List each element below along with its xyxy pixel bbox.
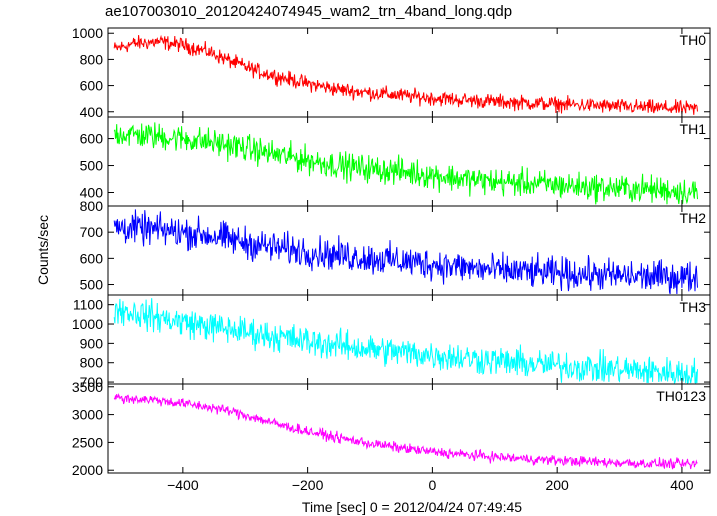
x-tick-label: 400 (670, 477, 694, 493)
y-tick-label: 3000 (72, 407, 103, 423)
x-axis-ticks: −400 −200 0 200 400 (167, 477, 694, 493)
y-axis-label: Counts/sec (35, 215, 51, 285)
series-line-th0 (113, 34, 698, 115)
y-tick-label: 500 (80, 158, 104, 174)
chart-title: ae107003010_20120424074945_wam2_trn_4ban… (105, 3, 512, 20)
series-line-th3 (113, 298, 698, 385)
panels-group: 400 600 800 1000 TH0 400 500 600 TH1 500 600 700 800… (72, 25, 711, 478)
panel-th0123: 2000 2500 3000 3500 TH0123 (72, 379, 711, 478)
y-tick-label: 800 (80, 355, 104, 371)
y-tick-label: 400 (80, 104, 104, 120)
x-tick-label: −400 (167, 477, 199, 493)
x-axis-label: Time [sec] 0 = 2012/04/24 07:49:45 (302, 499, 522, 515)
y-tick-label: 1000 (72, 316, 103, 332)
x-tick-label: 200 (545, 477, 569, 493)
x-tick-label: 0 (428, 477, 436, 493)
y-tick-label: 800 (80, 51, 104, 67)
panel-label: TH3 (680, 299, 707, 315)
y-tick-label: 1100 (73, 297, 103, 313)
y-tick-label: 700 (80, 224, 104, 240)
y-tick-label: 800 (80, 198, 104, 214)
panel-label: TH0123 (656, 388, 706, 404)
panel-th3: 700 800 900 1000 1100 TH3 (72, 294, 711, 390)
y-tick-label: 2000 (72, 462, 103, 478)
panel-th2: 500 600 700 800 TH2 (80, 198, 711, 296)
panel-frame (107, 27, 711, 118)
series-line-th1 (113, 122, 698, 205)
series-line-th2 (113, 209, 698, 295)
panel-th0: 400 600 800 1000 TH0 (72, 25, 711, 120)
y-tick-label: 600 (80, 131, 104, 147)
panel-frame (107, 116, 711, 207)
y-tick-label: 600 (80, 250, 104, 266)
y-tick-label: 400 (80, 185, 104, 201)
panel-frame (107, 383, 711, 474)
y-tick-label: 700 (80, 374, 104, 390)
y-tick-label: 900 (80, 335, 104, 351)
panel-label: TH0 (680, 32, 707, 48)
y-tick-label: 3500 (72, 379, 103, 395)
panel-th1: 400 500 600 TH1 (80, 116, 711, 207)
panel-label: TH2 (680, 210, 707, 226)
y-tick-label: 500 (80, 277, 104, 293)
panel-label: TH1 (680, 121, 707, 137)
x-tick-label: −200 (292, 477, 324, 493)
y-tick-label: 1000 (72, 25, 103, 41)
y-tick-label: 600 (80, 78, 104, 94)
y-tick-label: 2500 (72, 434, 103, 450)
series-line-th0123 (113, 392, 698, 470)
